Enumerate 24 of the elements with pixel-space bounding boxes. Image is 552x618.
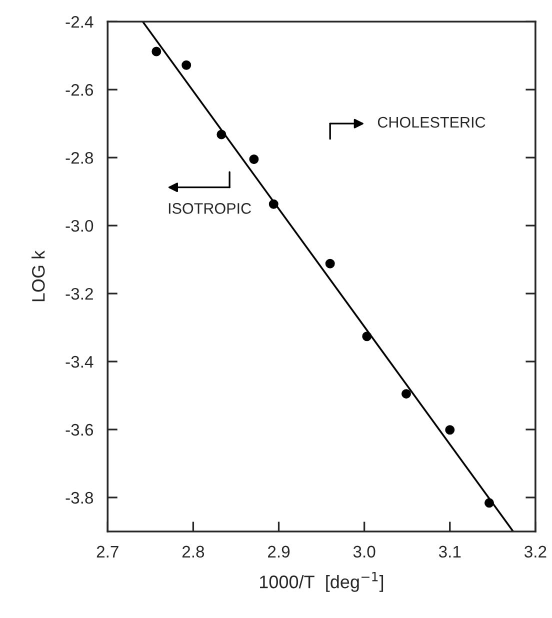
point	[325, 258, 335, 268]
y-axis-title: LOG k	[32, 250, 45, 302]
y-tick-label: -3.0	[66, 220, 94, 232]
x-tick-label: 2.8	[182, 546, 204, 558]
point	[445, 425, 455, 435]
y-tick-label: -3.2	[66, 288, 93, 300]
annotation: CHOLESTERIC	[378, 116, 486, 128]
y-tick-label: -3.8	[66, 492, 94, 504]
y-tick-label: -2.4	[66, 16, 94, 28]
point	[182, 60, 192, 70]
x-tick-label: 2.9	[268, 546, 290, 558]
x-tick-label: 2.7	[96, 546, 118, 558]
point	[401, 389, 411, 399]
x-tick-label: 3.2	[524, 546, 546, 558]
annotation: ISOTROPIC	[168, 203, 251, 214]
x-tick-label: 3.1	[438, 546, 461, 558]
x-tick-label: 3.0	[353, 546, 376, 558]
point	[152, 46, 162, 56]
x-axis-title: 1000/T [deg$^{−1}$]	[260, 572, 384, 592]
point	[249, 154, 259, 164]
y-tick-label: -2.6	[66, 84, 94, 96]
y-tick-label: -3.6	[66, 424, 94, 436]
y-tick-label: -3.4	[66, 356, 94, 368]
y-tick-label: -2.8	[66, 152, 94, 164]
